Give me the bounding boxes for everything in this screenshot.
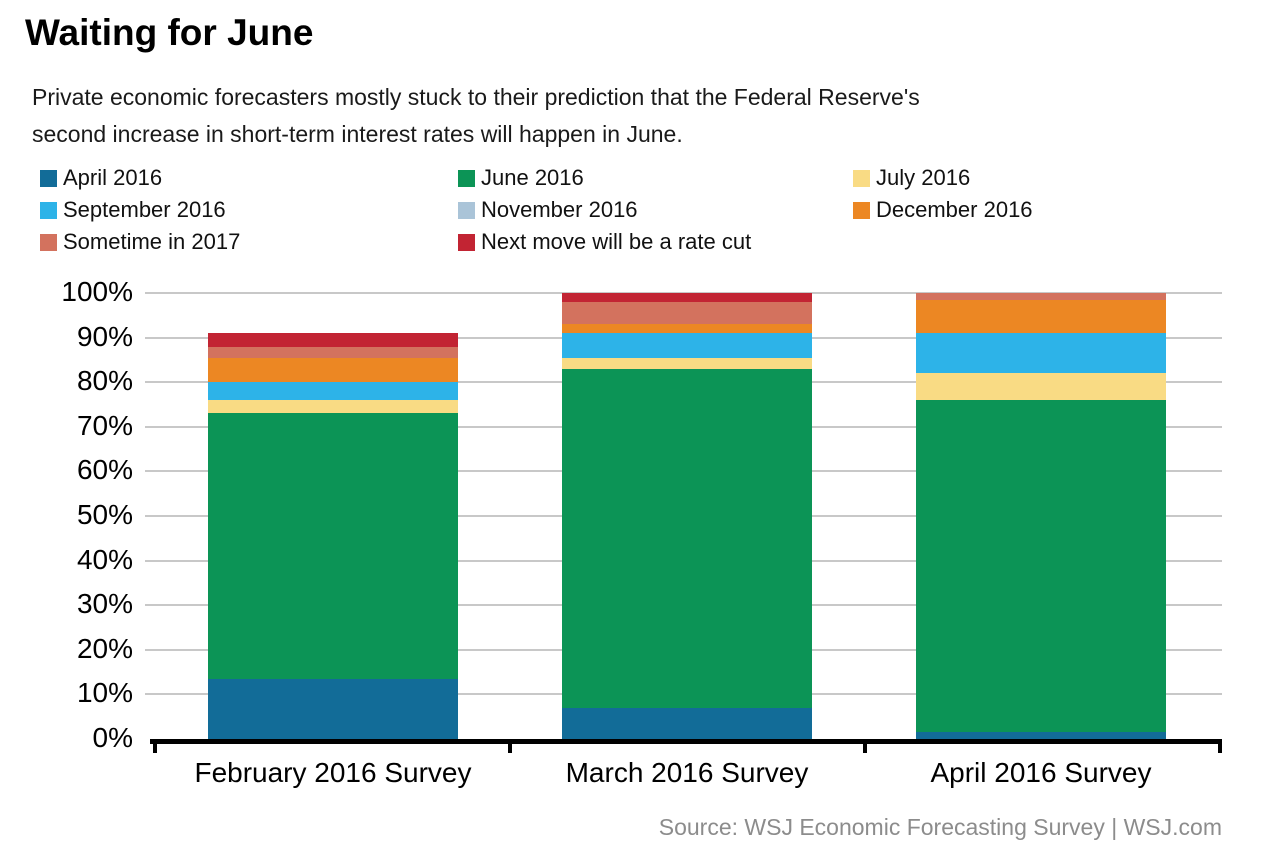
legend-swatch-icon xyxy=(853,169,870,187)
bar-segment-february-2016-survey-september-2016 xyxy=(208,382,458,401)
y-axis-tick-label: 10% xyxy=(76,677,133,709)
bar-segment-march-2016-survey-sometime-in-2017 xyxy=(562,301,812,325)
chart-title: Waiting for June xyxy=(25,12,314,53)
legend-swatch-icon xyxy=(40,201,57,219)
bar-segment-february-2016-survey-april-2016 xyxy=(208,678,458,739)
x-axis-line xyxy=(150,739,1222,744)
bar-segment-march-2016-survey-september-2016 xyxy=(562,333,812,358)
legend-swatch-icon xyxy=(458,169,475,187)
legend-label: July 2016 xyxy=(876,165,971,190)
legend-item-next-move-will-be-a-rate-cut: Next move will be a rate cut xyxy=(458,229,853,255)
chart-subtitle-line-1: Private economic forecasters mostly stuc… xyxy=(32,84,920,110)
legend-label: April 2016 xyxy=(63,165,163,190)
legend-item-september-2016: September 2016 xyxy=(40,197,458,223)
y-axis-tick-label: 70% xyxy=(76,409,133,441)
bar-segment-april-2016-survey-june-2016 xyxy=(916,400,1166,733)
y-axis-tick-label: 0% xyxy=(92,722,133,753)
x-axis-tick-mark xyxy=(1218,744,1222,753)
bar-segment-february-2016-survey-sometime-in-2017 xyxy=(208,346,458,358)
bar-segment-february-2016-survey-next-move-will-be-a-rate-cut xyxy=(208,333,458,347)
legend-item-sometime-in-2017: Sometime in 2017 xyxy=(40,229,458,255)
bar-segment-april-2016-survey-sometime-in-2017 xyxy=(916,293,1166,300)
x-axis-tick-mark xyxy=(863,744,867,753)
y-axis-tick-label: 50% xyxy=(76,499,133,530)
x-axis-tick-mark xyxy=(508,744,512,753)
chart-subtitle-line-2: second increase in short-term interest r… xyxy=(32,121,683,147)
legend-swatch-icon xyxy=(40,233,57,251)
bar-segment-april-2016-survey-december-2016 xyxy=(916,299,1166,334)
bar-segment-february-2016-survey-july-2016 xyxy=(208,400,458,414)
x-axis-category-label-february-2016-survey: February 2016 Survey xyxy=(194,757,472,788)
bar-segment-march-2016-survey-december-2016 xyxy=(562,324,812,334)
legend-swatch-icon xyxy=(458,233,475,251)
y-axis-tick-label: 90% xyxy=(76,320,133,352)
y-axis-tick-label: 40% xyxy=(76,543,133,575)
bar-segment-march-2016-survey-april-2016 xyxy=(562,707,812,739)
x-axis-tick-mark xyxy=(153,744,157,753)
legend-item-april-2016: April 2016 xyxy=(40,165,458,191)
legend-label: Sometime in 2017 xyxy=(63,229,241,254)
legend-swatch-icon xyxy=(40,169,57,187)
legend-swatch-icon xyxy=(853,201,870,219)
y-axis-tick-label: 80% xyxy=(76,365,133,397)
legend-swatch-icon xyxy=(458,201,475,219)
legend-item-june-2016: June 2016 xyxy=(458,165,853,191)
y-axis-tick-label: 100% xyxy=(61,276,133,307)
y-axis-tick-label: 30% xyxy=(76,588,133,620)
legend-label: June 2016 xyxy=(481,165,584,190)
y-axis-tick-label: 20% xyxy=(76,632,133,664)
y-axis-tick-label: 60% xyxy=(76,454,133,486)
x-axis-category-label-march-2016-survey: March 2016 Survey xyxy=(565,757,809,788)
legend-label: December 2016 xyxy=(876,197,1033,222)
legend-item-july-2016: July 2016 xyxy=(853,165,1220,191)
legend-label: November 2016 xyxy=(481,197,638,222)
legend-label: September 2016 xyxy=(63,197,226,222)
bar-segment-march-2016-survey-june-2016 xyxy=(562,368,812,708)
bar-segment-march-2016-survey-next-move-will-be-a-rate-cut xyxy=(562,293,812,302)
legend: April 2016 June 2016 July 2016 September 20… xyxy=(40,162,1220,258)
bar-segment-february-2016-survey-december-2016 xyxy=(208,357,458,383)
bar-segment-april-2016-survey-september-2016 xyxy=(916,333,1166,374)
x-axis-category-label-april-2016-survey: April 2016 Survey xyxy=(930,757,1152,788)
bar-segment-april-2016-survey-july-2016 xyxy=(916,373,1166,401)
source-credit: Source: WSJ Economic Forecasting Survey … xyxy=(658,814,1222,840)
legend-label: Next move will be a rate cut xyxy=(481,229,752,254)
legend-item-december-2016: December 2016 xyxy=(853,197,1220,223)
legend-item-november-2016: November 2016 xyxy=(458,197,853,223)
bar-segment-march-2016-survey-july-2016 xyxy=(562,357,812,369)
bar-segment-february-2016-survey-june-2016 xyxy=(208,413,458,679)
bar-segment-april-2016-survey-april-2016 xyxy=(916,732,1166,739)
